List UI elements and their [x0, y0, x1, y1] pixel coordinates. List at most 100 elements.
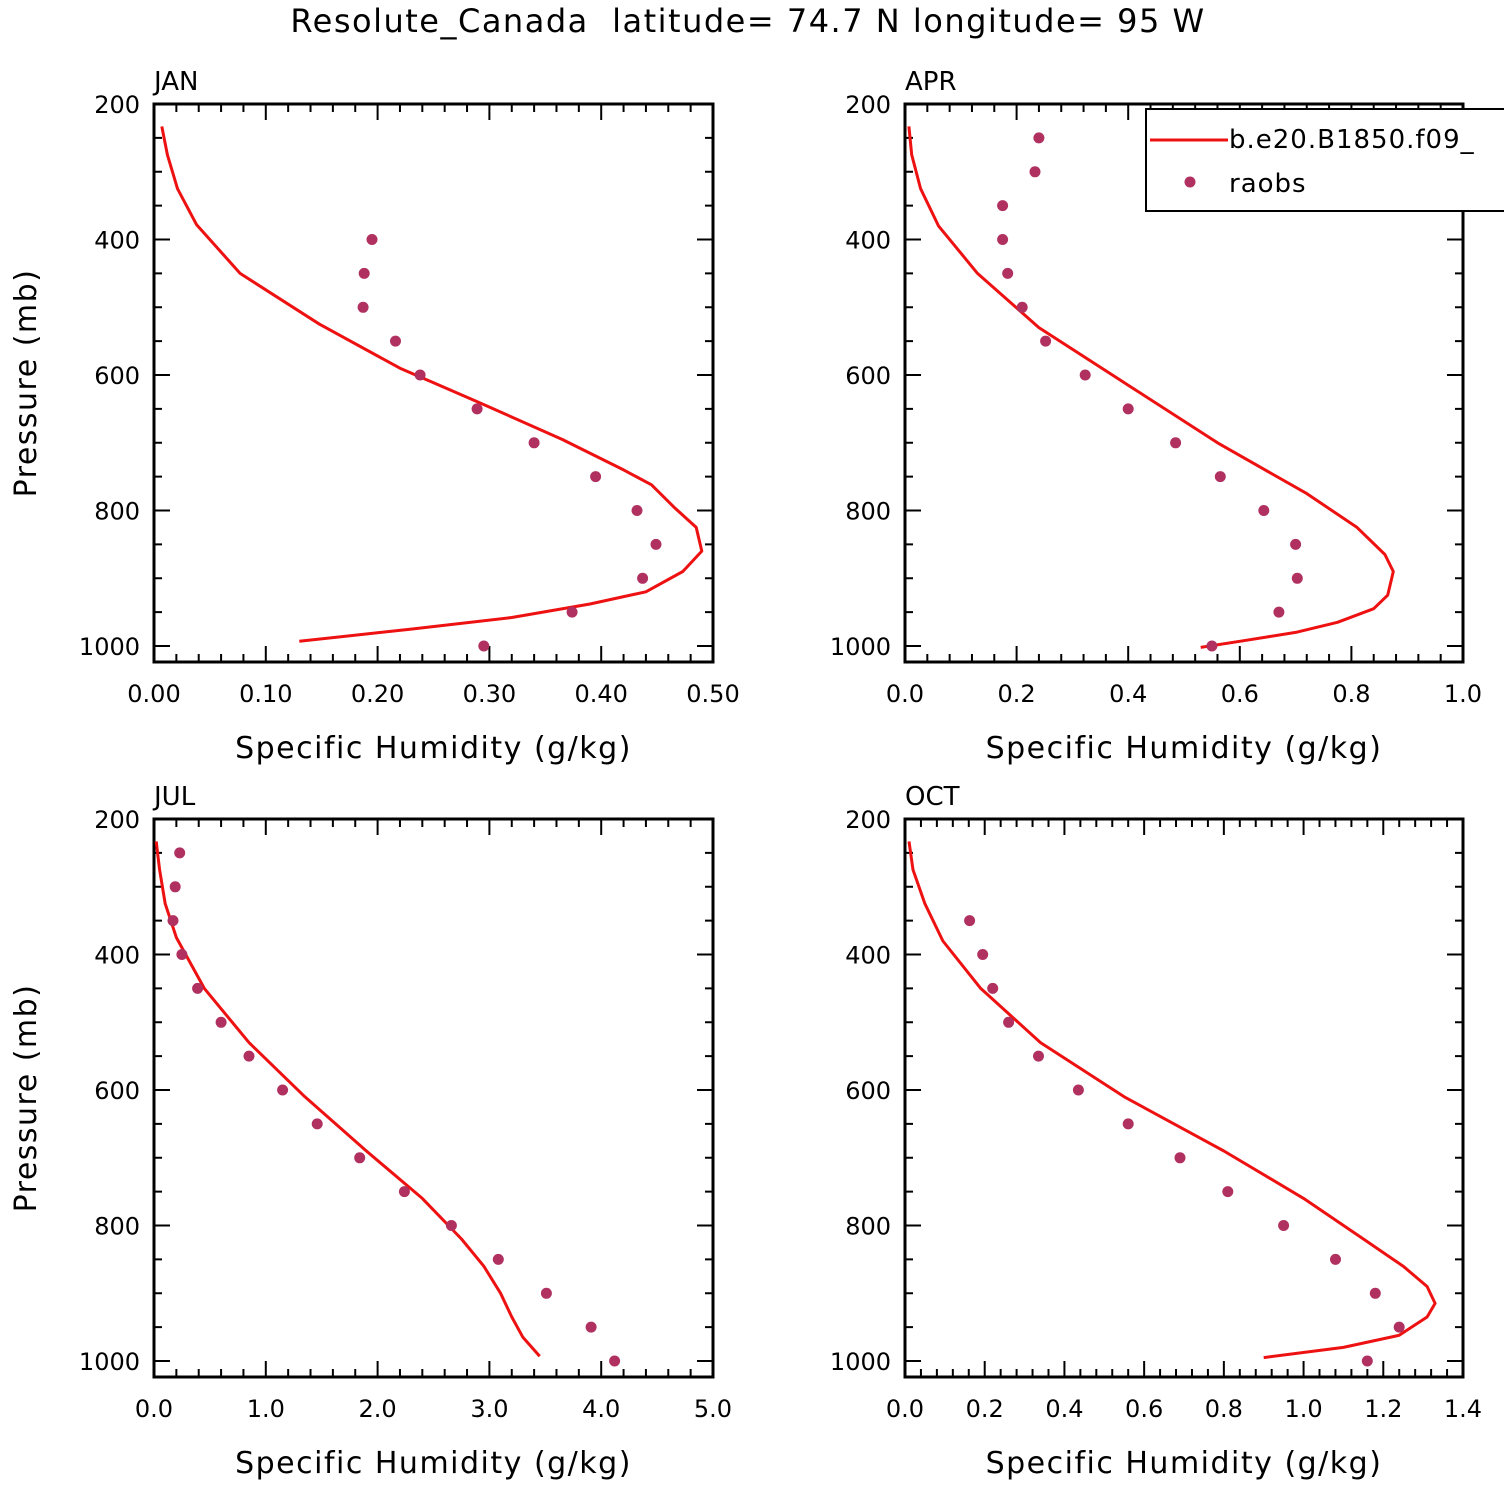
raobs-point	[1003, 1016, 1015, 1028]
raobs-point	[366, 234, 378, 245]
x-tick-label: 5.0	[694, 1395, 732, 1423]
y-tick-label: 800	[845, 498, 891, 526]
y-tick-label: 800	[845, 1213, 891, 1241]
x-tick-label: 0.6	[1125, 1395, 1163, 1423]
raobs-point	[1072, 1084, 1084, 1096]
x-tick-label: 0.20	[351, 680, 404, 708]
x-tick-label: 0.0	[886, 680, 924, 708]
legend-marker-swatch	[1184, 176, 1196, 188]
y-tick-label: 200	[845, 806, 891, 834]
x-tick-label: 0.00	[127, 680, 180, 708]
plot-frame	[903, 817, 1465, 1379]
raobs-point	[357, 301, 369, 313]
raobs-point	[414, 369, 426, 381]
raobs-point	[1291, 572, 1303, 584]
raobs-point	[174, 847, 186, 859]
raobs-point	[1214, 471, 1226, 483]
raobs-point	[1033, 132, 1045, 144]
x-tick-label: 0.8	[1332, 680, 1370, 708]
panel-jul: JUL 200 400 600 800 1000 0.0 1.0 2.0 3.0 4.0 5.0 Spe…	[9, 782, 732, 1481]
raobs-point	[1369, 1287, 1381, 1299]
y-tick-label: 1000	[79, 633, 140, 661]
raobs-point	[1029, 166, 1041, 178]
x-tick-label: 1.0	[247, 1395, 285, 1423]
panel-label: JUL	[152, 782, 196, 812]
x-tick-label: 0.50	[686, 680, 739, 708]
raobs-point	[1393, 1321, 1405, 1333]
raobs-point	[1290, 538, 1302, 550]
x-tick-label: 3.0	[470, 1395, 508, 1423]
y-tick-label: 400	[94, 227, 140, 255]
raobs-point	[650, 538, 662, 550]
raobs-point	[215, 1016, 227, 1028]
x-tick-label: 1.2	[1364, 1395, 1402, 1423]
plot-frame	[152, 102, 715, 664]
x-axis-label: Specific Humidity (g/kg)	[235, 1446, 632, 1481]
y-tick-label: 1000	[830, 633, 891, 661]
x-tick-label: 0.2	[966, 1395, 1004, 1423]
x-axis-label: Specific Humidity (g/kg)	[986, 1446, 1383, 1481]
raobs-point	[977, 949, 989, 960]
raobs-point	[243, 1050, 255, 1062]
x-tick-label: 4.0	[582, 1395, 620, 1423]
x-tick-label: 0.30	[463, 680, 516, 708]
y-tick-label: 200	[845, 91, 891, 119]
y-tick-label: 1000	[830, 1348, 891, 1376]
raobs-point	[637, 572, 649, 584]
legend-model-label: b.e20.B1850.f09_	[1229, 125, 1475, 155]
y-tick-label: 400	[845, 227, 891, 255]
raobs-point	[192, 982, 204, 994]
raobs-point	[1040, 335, 1052, 347]
raobs-point	[997, 234, 1009, 245]
y-tick-label: 400	[94, 942, 140, 970]
raobs-point	[997, 200, 1009, 212]
raobs-point	[609, 1355, 621, 1367]
raobs-point	[398, 1186, 410, 1198]
raobs-point	[471, 403, 483, 415]
model-line	[154, 841, 541, 1358]
raobs-point	[1079, 369, 1091, 381]
raobs-point	[390, 335, 401, 347]
x-axis-label: Specific Humidity (g/kg)	[235, 731, 632, 766]
raobs-point	[277, 1084, 289, 1096]
raobs-point	[1258, 505, 1270, 516]
y-tick-label: 200	[94, 91, 140, 119]
legend: b.e20.B1850.f09_raobs	[1145, 108, 1504, 212]
x-tick-label: 0.6	[1221, 680, 1259, 708]
raobs-point	[585, 1321, 597, 1333]
y-tick-label: 800	[94, 498, 140, 526]
y-tick-label: 600	[845, 362, 891, 390]
raobs-point	[1122, 403, 1134, 415]
model-line	[160, 126, 704, 643]
raobs-point	[1016, 301, 1028, 313]
plot-frame	[152, 817, 715, 1379]
raobs-point	[1206, 640, 1218, 652]
y-tick-label: 600	[94, 1077, 140, 1105]
raobs-point	[478, 640, 490, 652]
y-tick-label: 200	[94, 806, 140, 834]
model-line	[907, 841, 1437, 1360]
panels: JAN 200 400 600 800 1000 0.00 0.10 0.20 0.30 0.40 0…	[9, 67, 1504, 1481]
y-axis-label: Pressure (mb)	[9, 984, 44, 1213]
x-tick-label: 0.40	[574, 680, 627, 708]
raobs-point	[540, 1287, 552, 1299]
raobs-point	[1278, 1220, 1290, 1231]
raobs-point	[1273, 606, 1285, 618]
panel-label: OCT	[905, 782, 960, 812]
panel-label: APR	[905, 67, 957, 97]
raobs-point	[445, 1220, 457, 1231]
x-tick-label: 1.0	[1284, 1395, 1322, 1423]
raobs-point	[1174, 1152, 1186, 1164]
x-tick-label: 0.4	[1045, 1395, 1083, 1423]
raobs-point	[566, 606, 578, 618]
x-tick-label: 0.4	[1109, 680, 1147, 708]
raobs-point	[358, 267, 370, 279]
raobs-point	[167, 915, 179, 927]
raobs-point	[1002, 267, 1014, 279]
raobs-point	[964, 915, 976, 927]
raobs-point	[590, 471, 602, 483]
y-axis-label: Pressure (mb)	[9, 269, 44, 498]
x-tick-label: 2.0	[359, 1395, 397, 1423]
raobs-point	[354, 1152, 366, 1164]
model-line	[907, 126, 1395, 649]
